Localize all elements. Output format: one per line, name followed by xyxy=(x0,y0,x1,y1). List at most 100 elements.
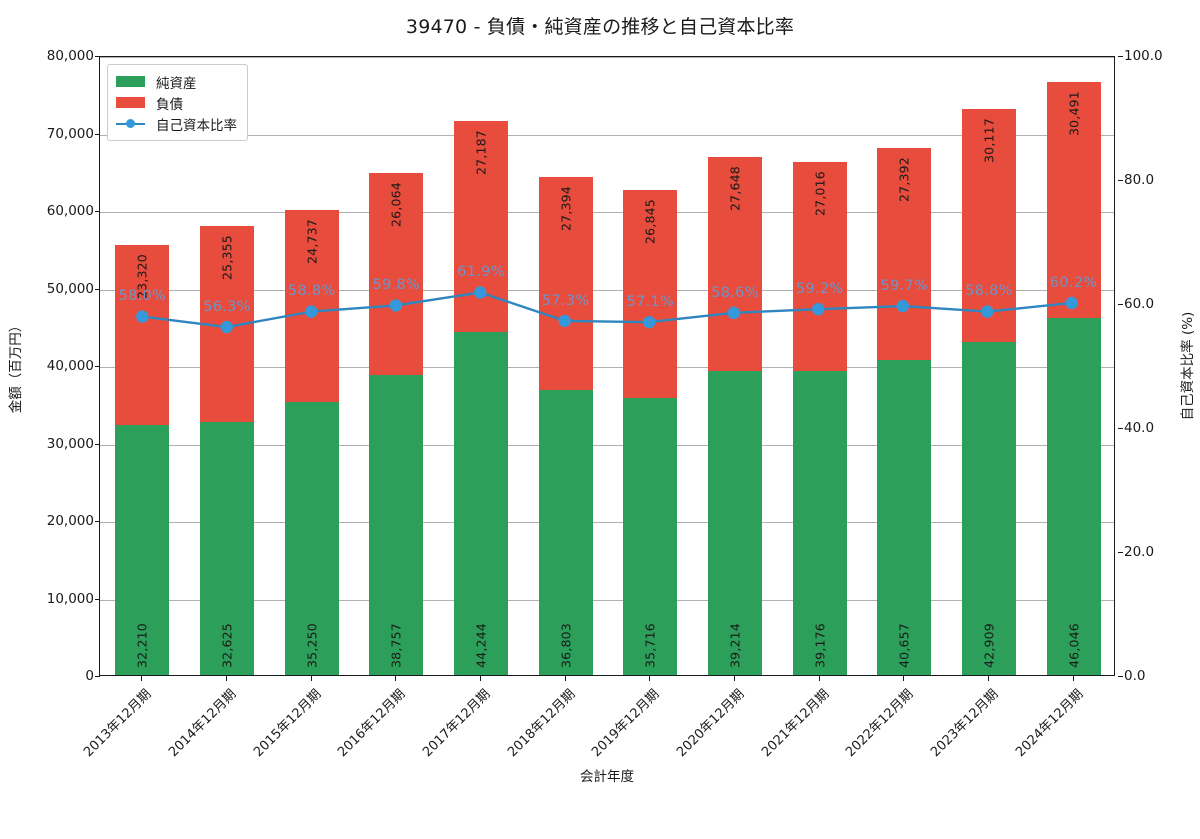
x-axis-tick-label: 2021年12月期 xyxy=(758,686,833,761)
bar-group: 46,046 30,491 xyxy=(1046,55,1101,675)
ratio-value-label: 58.8% xyxy=(287,283,336,300)
bar-group: 39,176 27,016 xyxy=(792,55,847,675)
legend-swatch-equity xyxy=(116,76,145,87)
bar-group: 42,909 30,117 xyxy=(961,55,1017,675)
bar-segment-debt: 30,491 xyxy=(1046,81,1101,319)
bar-segment-debt: 23,320 xyxy=(115,244,170,426)
x-axis-tick-label: 2023年12月期 xyxy=(928,686,1002,761)
bar-segment-equity: 35,716 xyxy=(623,398,678,675)
bar-value-label-equity: 32,210 xyxy=(134,623,150,668)
bar-value-label-debt: 27,016 xyxy=(812,171,828,217)
ratio-value-label: 59.8% xyxy=(372,277,421,294)
bar-segment-equity: 39,214 xyxy=(707,371,763,675)
y-axis-left-tick-label: 20,000 xyxy=(47,513,100,529)
bar-segment-equity: 40,657 xyxy=(877,359,932,675)
legend-label-equity: 純資産 xyxy=(156,75,197,92)
bar-group: 35,250 24,737 xyxy=(284,55,339,675)
gridline xyxy=(100,57,1114,58)
bar-value-label-equity: 42,909 xyxy=(981,623,997,668)
bar-value-label-debt: 26,845 xyxy=(642,199,658,245)
x-axis-tickmark xyxy=(395,676,397,681)
y-axis-right-tick-label: 20.0 xyxy=(1118,544,1154,560)
bar-group: 32,210 23,320 xyxy=(115,55,170,675)
bar-segment-equity: 36,803 xyxy=(538,389,593,675)
legend-item-debt: 負債 xyxy=(116,92,237,113)
ratio-value-label: 59.2% xyxy=(795,280,844,297)
y-axis-left-tick-label: 30,000 xyxy=(47,436,100,452)
bar-segment-equity: 32,625 xyxy=(199,422,255,675)
bar-value-label-debt: 27,392 xyxy=(896,156,912,202)
chart-figure: 39470 - 負債・純資産の推移と自己資本比率 金額（百万円） 自己資本比率 … xyxy=(8,16,1196,785)
bar-segment-debt: 30,117 xyxy=(961,109,1017,343)
ratio-value-label: 59.7% xyxy=(880,277,929,294)
ratio-value-label: 58.6% xyxy=(711,284,759,301)
bar-segment-equity: 38,757 xyxy=(369,374,424,675)
x-axis-tick-label: 2013年12月期 xyxy=(81,686,155,761)
legend-label-ratio: 自己資本比率 xyxy=(156,117,237,134)
legend-label-debt: 負債 xyxy=(156,96,183,113)
bar-segment-equity: 39,176 xyxy=(792,371,847,675)
x-axis-tick-label: 2017年12月期 xyxy=(420,686,494,761)
x-axis-tick-label: 2019年12月期 xyxy=(589,686,663,761)
bar-value-label-debt: 30,117 xyxy=(981,118,997,164)
bar-group: 38,757 26,064 xyxy=(369,55,424,675)
legend-item-equity: 純資産 xyxy=(116,71,237,92)
gridline xyxy=(100,444,1114,446)
bar-group: 32,625 25,355 xyxy=(199,55,255,675)
bar-segment-debt: 27,016 xyxy=(792,162,847,372)
x-axis-tickmark xyxy=(480,676,481,681)
gridline xyxy=(100,134,1114,136)
x-axis-tickmark xyxy=(649,676,651,681)
x-axis-tick-label: 2016年12月期 xyxy=(335,686,409,761)
bar-value-label-debt: 26,064 xyxy=(388,181,404,227)
bar-segment-equity: 44,244 xyxy=(453,332,509,675)
ratio-value-label: 57.3% xyxy=(541,292,590,309)
ratio-value-label: 61.9% xyxy=(457,264,505,281)
bar-value-label-equity: 35,716 xyxy=(642,623,658,668)
x-axis-tickmark xyxy=(1072,676,1074,681)
y-axis-left-tick-label: 50,000 xyxy=(47,281,100,297)
bar-segment-equity: 35,250 xyxy=(284,401,339,675)
bar-value-label-debt: 27,648 xyxy=(727,165,743,211)
bar-value-label-debt: 25,355 xyxy=(219,234,235,280)
gridline xyxy=(100,367,1114,368)
x-axis-tickmark xyxy=(141,676,143,681)
bar-value-label-equity: 35,250 xyxy=(304,623,320,668)
x-axis-tick-label: 2022年12月期 xyxy=(843,686,917,761)
plot-area: 32,210 23,320 32,625 25,355 35,250 24,737 38,7… xyxy=(99,56,1115,676)
chart-legend: 純資産 負債 自己資本比率 xyxy=(107,64,248,141)
ratio-value-label: 56.3% xyxy=(203,298,251,315)
bar-segment-debt: 27,392 xyxy=(877,147,932,360)
bar-value-label-debt: 27,187 xyxy=(473,130,489,176)
bar-group: 35,716 26,845 xyxy=(623,55,678,675)
y-axis-right-tick-label: 60.0 xyxy=(1118,296,1154,312)
y-axis-right-label: 自己資本比率 (%) xyxy=(1180,311,1196,421)
bar-segment-equity: 46,046 xyxy=(1046,318,1101,675)
bar-value-label-equity: 44,244 xyxy=(473,623,489,668)
x-axis-tick-label: 2014年12月期 xyxy=(166,686,240,761)
y-axis-right-tick-label: 100.0 xyxy=(1118,48,1163,64)
y-axis-right-tick-label: 40.0 xyxy=(1118,420,1154,436)
x-axis-tick-label: 2024年12月期 xyxy=(1012,686,1087,761)
bar-segment-debt: 27,187 xyxy=(453,121,509,333)
y-axis-left-tick-label: 0 xyxy=(85,668,100,684)
x-axis-tickmark xyxy=(226,676,227,681)
gridline xyxy=(100,522,1114,523)
x-axis-tickmark xyxy=(310,676,312,681)
gridline xyxy=(100,212,1114,213)
y-axis-left-tick-label: 40,000 xyxy=(47,358,100,374)
ratio-value-label: 57.1% xyxy=(626,293,675,310)
bar-value-label-equity: 36,803 xyxy=(558,623,574,668)
bar-value-label-equity: 39,176 xyxy=(812,623,828,668)
x-axis-label: 会計年度 xyxy=(580,769,634,785)
ratio-value-label: 58.8% xyxy=(965,283,1013,300)
x-axis-tickmark xyxy=(734,676,735,681)
bar-value-label-equity: 38,757 xyxy=(388,623,404,668)
bar-group: 39,214 27,648 xyxy=(707,55,763,675)
x-axis-tick-label: 2015年12月期 xyxy=(250,686,325,761)
bar-value-label-debt: 30,491 xyxy=(1066,90,1082,136)
x-axis-tick-label: 2020年12月期 xyxy=(674,686,748,761)
gridline xyxy=(100,289,1114,291)
bar-value-label-equity: 40,657 xyxy=(896,623,912,668)
y-axis-right-tick-label: 0.0 xyxy=(1118,668,1145,684)
